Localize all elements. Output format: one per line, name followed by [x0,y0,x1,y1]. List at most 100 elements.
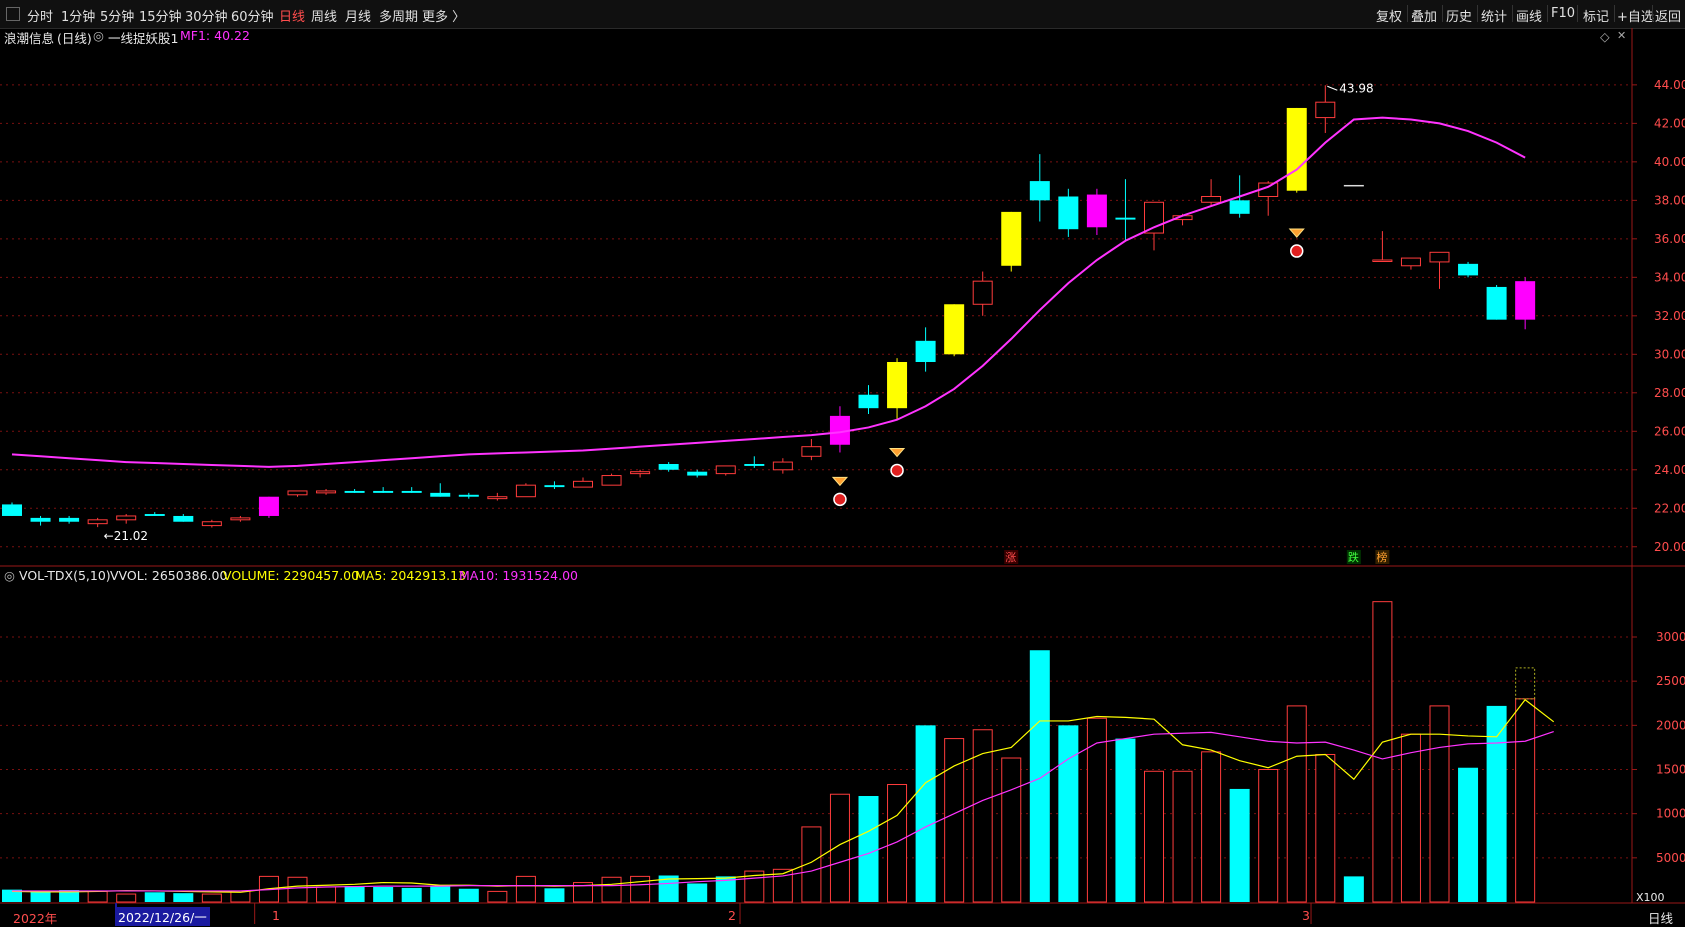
candle-body[interactable] [573,480,593,488]
candle-body[interactable] [201,521,222,527]
candle-body[interactable] [829,415,850,445]
vol-indicator-name[interactable]: VOL-TDX(5,10) [19,568,111,583]
candle-body[interactable] [515,484,536,498]
candle-body[interactable] [1029,181,1050,201]
volume-bar[interactable] [144,892,165,902]
period-tab-15min[interactable]: 15分钟 [139,10,182,25]
volume-bar[interactable] [944,738,965,903]
period-tab-fenshi[interactable]: 分时 [27,10,54,25]
candle-body[interactable] [1486,286,1507,320]
candle-body[interactable] [772,461,793,471]
candle-body[interactable] [316,490,337,494]
volume-bar[interactable] [915,725,936,902]
volume-bar[interactable] [1229,788,1250,902]
candle-body[interactable] [2,504,22,516]
diamond-icon[interactable]: ◇ [1600,29,1610,44]
indicator-toggle-icon[interactable]: ◎ [93,28,104,43]
adjust-button[interactable]: 复权 [1376,10,1403,25]
candle-body[interactable] [1229,200,1250,214]
volume-bar[interactable] [601,876,622,903]
candle-body[interactable] [1400,257,1421,267]
period-tab-multi[interactable]: 多周期 [379,10,419,25]
f10-button[interactable]: F10 [1551,6,1576,21]
candle-body[interactable] [1286,107,1307,191]
volume-bar[interactable] [1486,705,1507,902]
volume-bar[interactable] [658,875,679,903]
candle-body[interactable] [544,485,565,488]
indicator-name[interactable]: 一线捉妖股1 [108,31,179,46]
period-tab-60min[interactable]: 60分钟 [231,10,274,25]
candle-body[interactable] [1315,101,1336,119]
volume-bar[interactable] [772,868,793,903]
volume-bar[interactable] [316,886,337,903]
volume-bar[interactable] [1001,757,1022,903]
candle-body[interactable] [944,304,965,355]
candle-body[interactable] [887,362,908,409]
candle-body[interactable] [173,515,194,522]
volume-bar[interactable] [715,876,736,902]
volume-bar[interactable] [1144,770,1164,903]
volume-bar[interactable] [1372,601,1393,903]
candle-body[interactable] [487,496,508,500]
candle-body[interactable] [858,394,879,409]
volume-bar[interactable] [630,875,651,903]
volume-bar[interactable] [515,875,536,903]
vol-toggle-icon[interactable]: ◎ [4,568,15,583]
candle-body[interactable] [144,514,165,516]
volume-bar[interactable] [1201,751,1222,903]
candle-body[interactable] [1201,195,1222,203]
candle-body[interactable] [373,490,394,493]
volume-bar[interactable] [2,889,22,902]
candle-body[interactable] [87,519,108,525]
volume-bar[interactable] [1315,753,1336,903]
add-watchlist-button[interactable]: +自选 [1617,10,1654,25]
window-menu-icon[interactable] [6,7,20,21]
volume-bar[interactable] [1515,698,1536,903]
volume-bar[interactable] [344,886,365,902]
volume-bar[interactable] [972,729,993,903]
volume-bar[interactable] [1115,738,1136,902]
period-tab-1min[interactable]: 1分钟 [61,10,96,25]
event-marker-box[interactable] [1004,550,1019,564]
candle-body[interactable] [658,464,679,470]
candle-body[interactable] [30,517,51,522]
volume-bar[interactable] [1458,767,1479,902]
period-tab-weekly[interactable]: 周线 [311,10,338,25]
candle-body[interactable] [59,517,80,522]
volume-bar[interactable] [887,784,908,903]
volume-bar[interactable] [173,893,194,902]
volume-bar[interactable] [1029,650,1050,902]
volume-bar[interactable] [458,888,479,902]
candle-body[interactable] [601,475,622,486]
candle-body[interactable] [744,464,765,466]
candle-body[interactable] [1144,201,1164,234]
candle-body[interactable] [915,340,936,362]
volume-bar[interactable] [1258,769,1279,903]
candle-body[interactable] [116,515,137,521]
candle-body[interactable] [344,490,365,493]
volume-bar[interactable] [116,893,137,903]
event-marker-box[interactable] [1346,550,1361,564]
candle-body[interactable] [1058,196,1079,230]
candle-body[interactable] [1458,263,1479,276]
period-tab-monthly[interactable]: 月线 [345,10,372,25]
volume-bar[interactable] [573,882,593,903]
candle-body[interactable] [287,490,308,496]
volume-bar[interactable] [829,793,850,903]
candle-body[interactable] [1343,184,1364,187]
volume-bar[interactable] [1343,876,1364,902]
event-marker-box[interactable] [1375,550,1390,564]
candle-body[interactable] [715,465,736,475]
back-button[interactable]: 返回 [1655,10,1682,25]
close-panel-icon[interactable]: ✕ [1617,29,1627,42]
volume-bar[interactable] [401,887,422,902]
volume-bar[interactable] [487,890,508,903]
volume-bar[interactable] [801,826,822,903]
volume-bar[interactable] [858,796,879,902]
kline-chart[interactable]: 20.00 22.00 24.00 26.00 28.00 30.00 32.00 34.00… [0,28,1685,924]
period-tab-5min[interactable]: 5分钟 [100,10,135,25]
volume-bar[interactable] [1400,733,1421,903]
volume-bar[interactable] [687,883,708,902]
mark-button[interactable]: 标记 [1583,10,1610,25]
stats-button[interactable]: 统计 [1481,10,1508,25]
